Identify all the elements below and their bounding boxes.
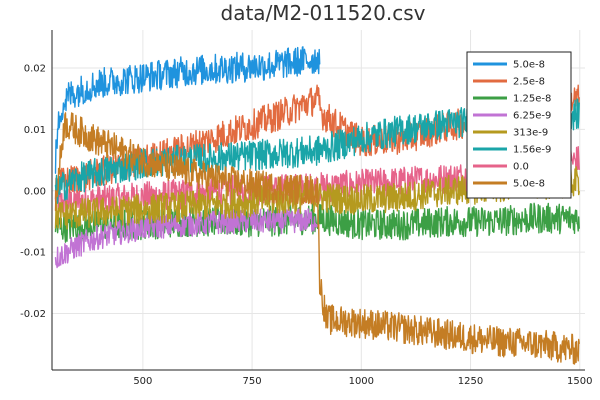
series-line [54,46,321,174]
series-line [54,208,318,269]
legend-label: 6.25e-9 [513,111,551,122]
x-tick-label: 500 [133,376,152,387]
x-tick-label: 1500 [567,376,592,387]
x-tick-label: 1000 [349,376,374,387]
y-tick-label: 0.00 [24,186,46,197]
y-tick-label: 0.01 [24,125,46,136]
x-tick-label: 1250 [458,376,483,387]
legend-label: 5.0e-8 [513,60,545,71]
y-tick-label: -0.02 [20,309,46,320]
series-7 [54,46,321,174]
legend-box [466,51,572,199]
legend-label: 313e-9 [513,128,548,139]
series-line [54,112,580,365]
y-tick-label: 0.02 [24,64,46,75]
series-6 [54,112,580,365]
series-2 [54,208,318,269]
legend-label: 0.0 [513,162,529,173]
y-tick-label: -0.01 [20,248,46,259]
legend-label: 1.56e-9 [513,145,551,156]
chart-title: data/M2-011520.csv [221,1,426,25]
legend: 5.0e-8 2.5e-8 1.25e-8 6.25e-9 313e-9 1.56e-9 0… [466,51,572,199]
legend-label: 5.0e-8 [513,179,545,190]
legend-label: 2.5e-8 [513,77,545,88]
legend-label: 1.25e-8 [513,94,551,105]
axis-layer: 500 750 1000 1250 1500 -0.02 -0.01 0.00 0.01 0.02 [20,30,592,387]
x-tick-label: 750 [243,376,262,387]
